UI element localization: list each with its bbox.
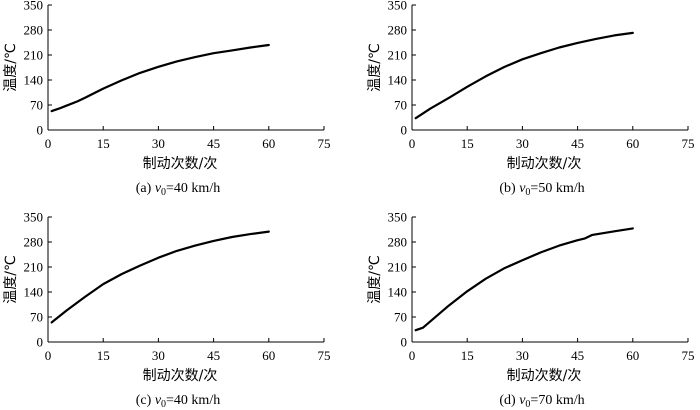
y-tick-label: 70: [30, 310, 43, 325]
caption-suffix: =50 km/h: [530, 181, 584, 196]
x-tick-label: 45: [207, 348, 220, 363]
y-tick-label: 140: [388, 73, 408, 88]
x-tick-label: 30: [152, 136, 165, 151]
y-tick-label: 350: [388, 210, 408, 225]
caption-var: v: [155, 393, 162, 408]
caption-prefix: (a): [136, 181, 155, 196]
x-tick-label: 75: [318, 136, 331, 151]
y-tick-label: 0: [37, 335, 44, 350]
y-tick-label: 350: [388, 0, 408, 13]
x-tick-label: 45: [207, 136, 220, 151]
caption-prefix: (b): [499, 181, 519, 196]
x-tick-label: 75: [682, 136, 695, 151]
chart-panel-3: 0 15 30 45 60 75 0 70 140 210 280 350 制动次数/次 温度/℃ (d) …: [367, 210, 695, 410]
caption-sub: 0: [161, 187, 166, 198]
x-tick-label: 75: [318, 348, 331, 363]
series-line-0: [50, 43, 270, 113]
x-tick-label: 60: [626, 348, 639, 363]
y-tick-label: 140: [24, 73, 44, 88]
chart-caption: (d) v0=70 km/h: [499, 393, 584, 410]
x-tick-label: 30: [152, 348, 165, 363]
x-axis-label: 制动次数/次: [507, 156, 582, 172]
y-tick-label: 350: [24, 0, 44, 13]
y-tick-label: 70: [394, 98, 407, 113]
x-tick-label: 45: [571, 136, 584, 151]
y-tick-label: 140: [24, 285, 44, 300]
x-tick-label: 30: [516, 136, 529, 151]
series-line-0: [50, 230, 270, 324]
caption-suffix: =70 km/h: [530, 393, 584, 408]
y-tick-label: 210: [388, 48, 408, 63]
y-tick-label: 0: [37, 123, 44, 138]
y-tick-label: 350: [24, 210, 44, 225]
x-axis-label: 制动次数/次: [143, 156, 218, 172]
x-tick-label: 45: [571, 348, 584, 363]
chart-caption: (b) v0=50 km/h: [499, 181, 584, 198]
y-tick-label: 280: [388, 23, 408, 38]
chart-panel-1: 0 15 30 45 60 75 0 70 140 210 280 350 制动次数/次 温度/℃ (b) …: [367, 0, 695, 198]
caption-prefix: (c): [136, 393, 155, 408]
caption-sub: 0: [525, 187, 530, 198]
x-tick-label: 15: [97, 136, 110, 151]
y-tick-label: 210: [24, 48, 44, 63]
y-axis-label: 温度/℃: [367, 255, 383, 303]
x-tick-label: 0: [409, 348, 416, 363]
y-axis-label: 温度/℃: [3, 43, 19, 91]
y-tick-label: 0: [401, 335, 408, 350]
x-tick-label: 60: [626, 136, 639, 151]
x-axis-label: 制动次数/次: [507, 368, 582, 384]
y-tick-label: 70: [30, 98, 43, 113]
x-tick-label: 15: [461, 136, 474, 151]
x-tick-label: 0: [45, 348, 52, 363]
x-tick-label: 30: [516, 348, 529, 363]
caption-suffix: =40 km/h: [166, 393, 220, 408]
x-axis-label: 制动次数/次: [143, 368, 218, 384]
y-tick-label: 0: [401, 123, 408, 138]
series-line-0: [414, 31, 634, 120]
x-tick-label: 60: [262, 348, 275, 363]
chart-caption: (c) v0=40 km/h: [136, 393, 220, 410]
x-tick-label: 60: [262, 136, 275, 151]
y-tick-label: 280: [388, 235, 408, 250]
caption-var: v: [155, 181, 162, 196]
caption-sub: 0: [525, 399, 530, 410]
x-tick-label: 15: [461, 348, 474, 363]
caption-var: v: [519, 393, 526, 408]
x-tick-label: 0: [409, 136, 416, 151]
chart-panel-0: 0 15 30 45 60 75 0 70 140 210 280 350 制动次数/次 温度/℃ (a) …: [3, 0, 331, 198]
y-tick-label: 280: [24, 23, 44, 38]
series-line-0: [414, 227, 634, 332]
caption-suffix: =40 km/h: [166, 181, 220, 196]
chart-caption: (a) v0=40 km/h: [136, 181, 220, 198]
caption-var: v: [519, 181, 526, 196]
caption-sub: 0: [161, 399, 166, 410]
y-tick-label: 70: [394, 310, 407, 325]
y-tick-label: 140: [388, 285, 408, 300]
y-axis-label: 温度/℃: [367, 43, 383, 91]
y-tick-label: 210: [24, 260, 44, 275]
y-axis-label: 温度/℃: [3, 255, 19, 303]
caption-prefix: (d): [499, 393, 519, 408]
y-tick-label: 210: [388, 260, 408, 275]
x-tick-label: 15: [97, 348, 110, 363]
y-tick-label: 280: [24, 235, 44, 250]
x-tick-label: 75: [682, 348, 695, 363]
x-tick-label: 0: [45, 136, 52, 151]
chart-panel-2: 0 15 30 45 60 75 0 70 140 210 280 350 制动次数/次 温度/℃ (c) …: [3, 210, 331, 410]
